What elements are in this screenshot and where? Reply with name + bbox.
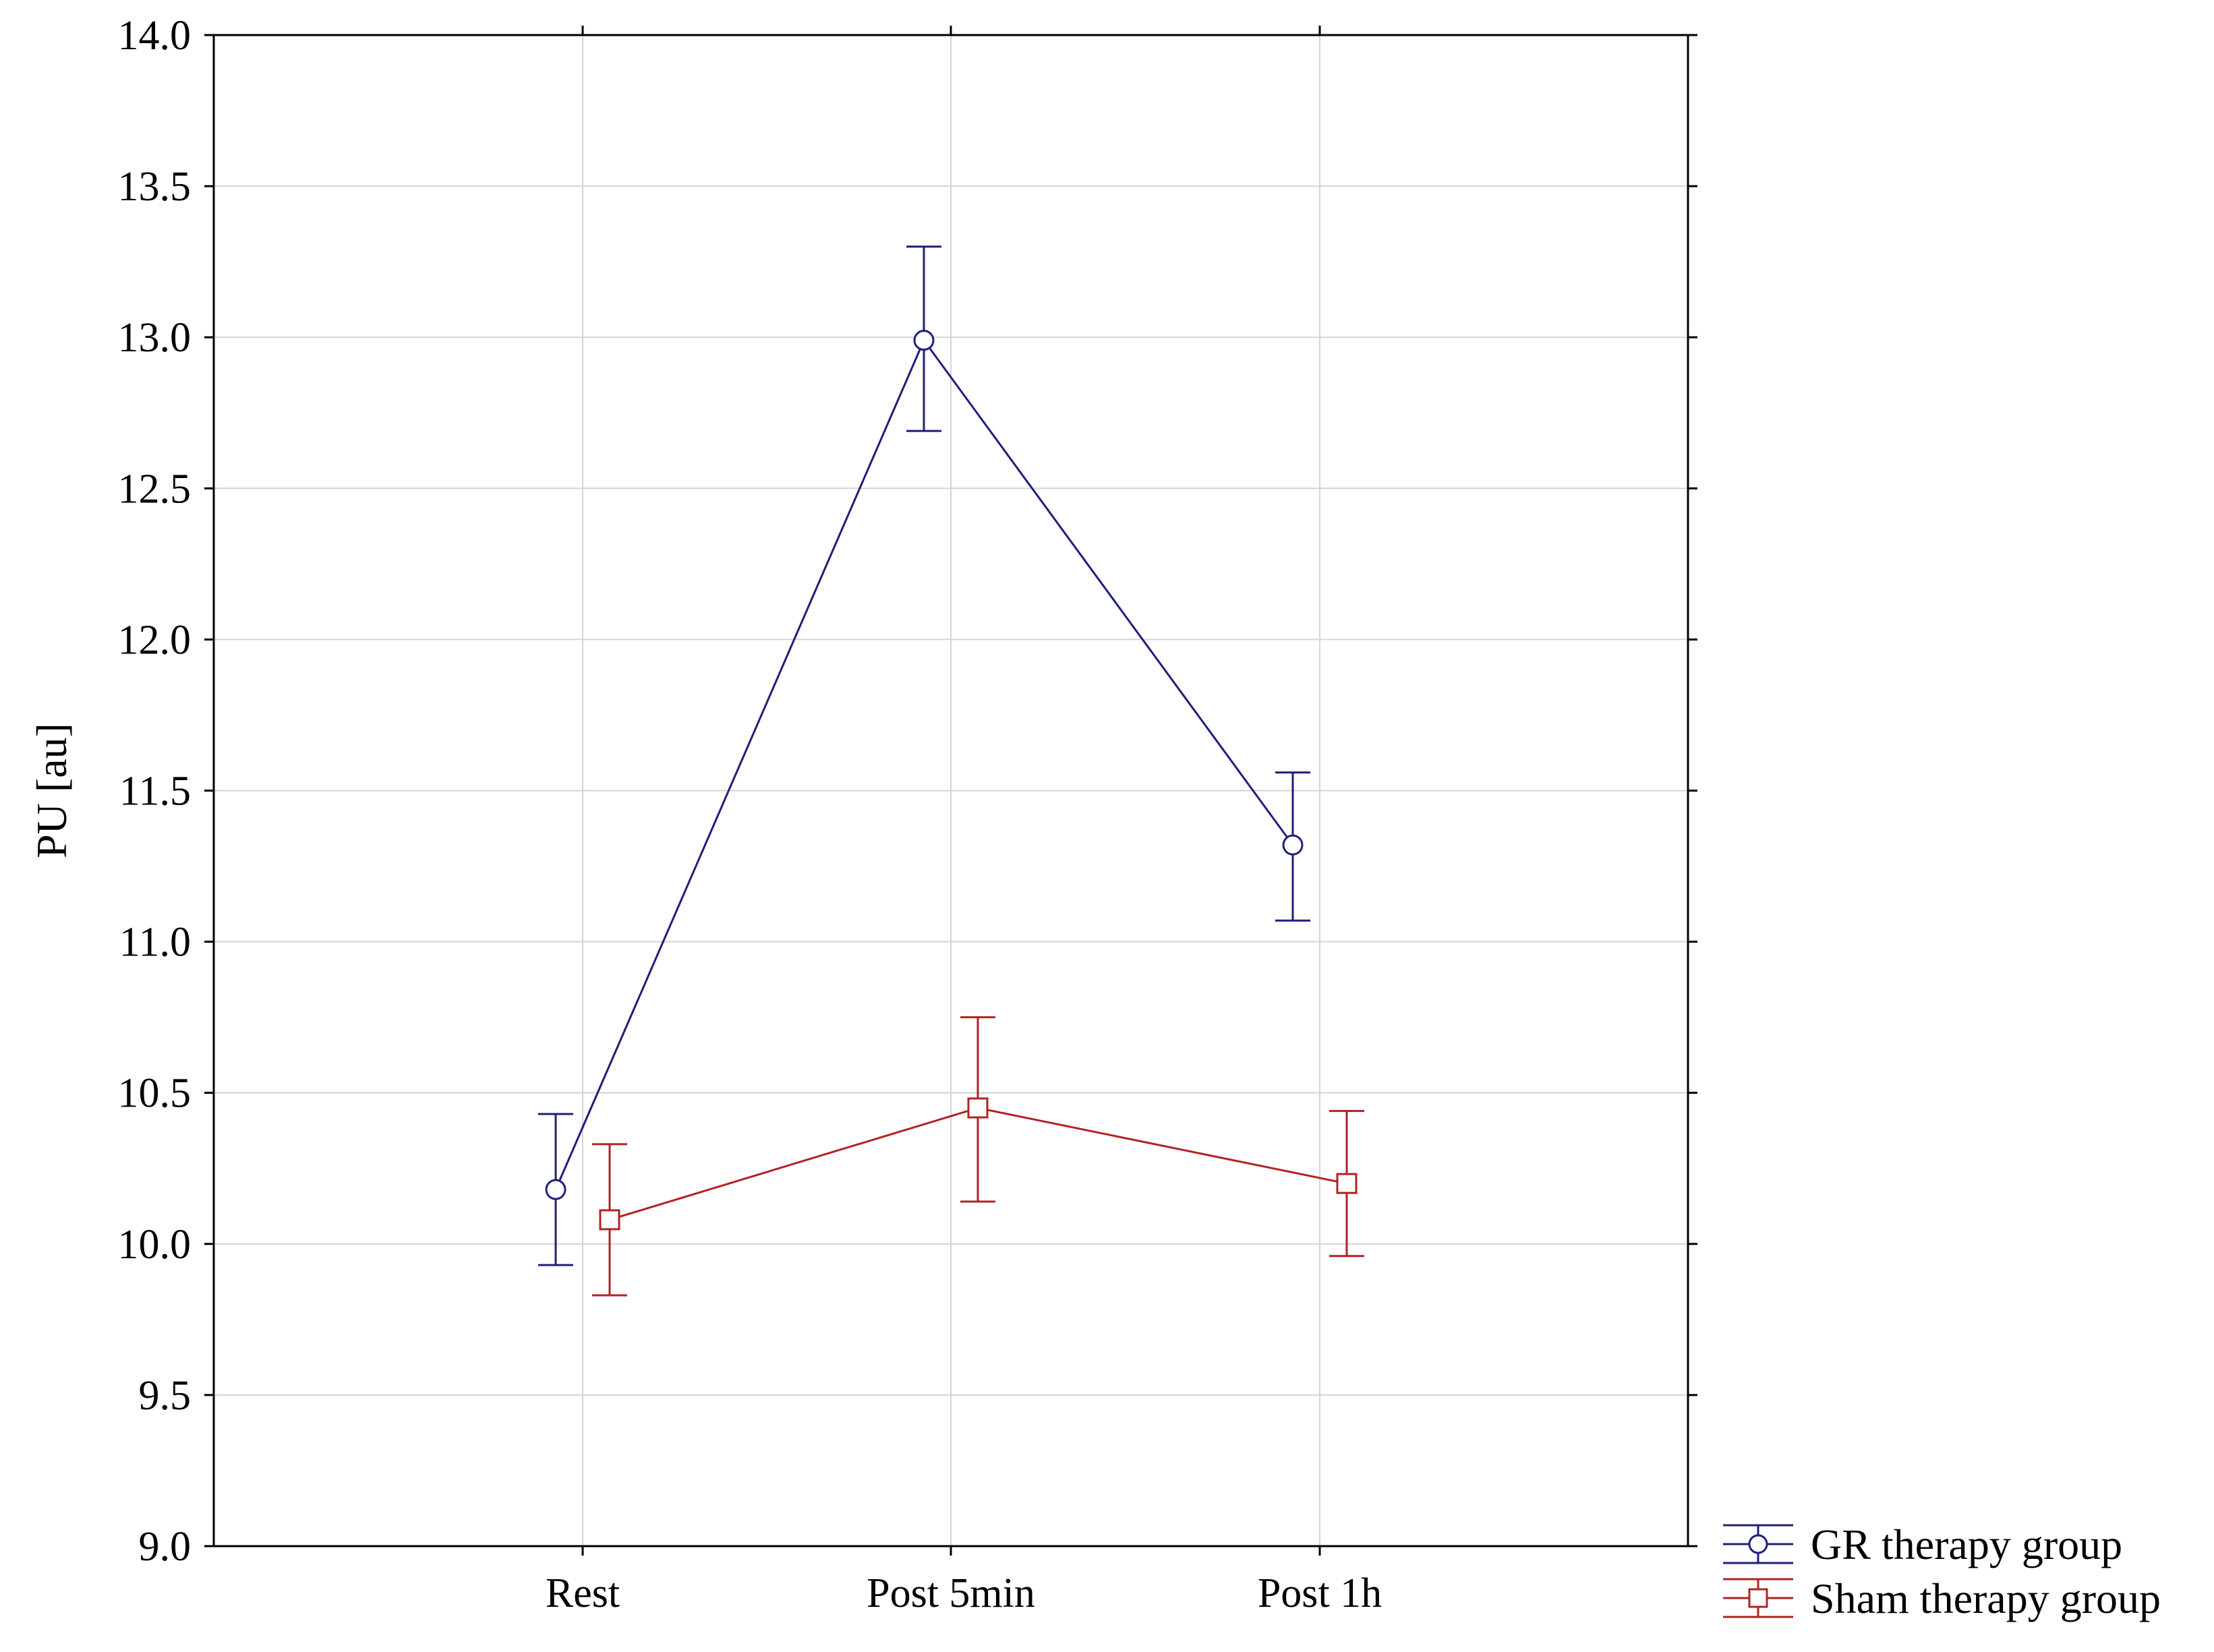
- legend-item: Sham therapy group: [1723, 1574, 2161, 1622]
- data-point: [1336, 1173, 1358, 1194]
- y-tick-label: 13.0: [118, 315, 192, 361]
- y-tick-label: 10.0: [118, 1222, 192, 1268]
- y-tick-label: 10.5: [118, 1071, 192, 1117]
- legend-marker: [1748, 1588, 1768, 1608]
- series-gr-therapy: [538, 245, 1310, 1266]
- legend-item: GR therapy group: [1723, 1521, 2122, 1568]
- y-tick-label: 14.0: [118, 13, 192, 59]
- y-tick-label: 11.5: [119, 769, 191, 815]
- y-axis-label: PU [au]: [28, 723, 76, 858]
- data-point: [913, 330, 935, 351]
- x-tick-label: Post 5min: [867, 1570, 1035, 1616]
- y-tick-label: 11.0: [119, 920, 191, 966]
- y-tick-label: 13.5: [118, 164, 192, 210]
- data-point: [599, 1209, 620, 1231]
- series-line: [554, 338, 1294, 1190]
- x-tick-label: Rest: [546, 1570, 620, 1616]
- legend-marker: [1748, 1534, 1768, 1554]
- y-tick-label: 12.5: [118, 466, 192, 512]
- y-tick-label: 9.5: [139, 1373, 192, 1419]
- data-point: [545, 1179, 566, 1200]
- x-tick-label: Post 1h: [1258, 1570, 1382, 1616]
- grid-lines: [214, 35, 1688, 1546]
- y-tick-label: 12.0: [118, 617, 192, 663]
- y-tick-label: 9.0: [139, 1524, 192, 1570]
- legend: GR therapy group Sham therapy group: [1723, 1521, 2161, 1622]
- legend-label: Sham therapy group: [1811, 1574, 2161, 1622]
- series-layer: [538, 245, 1364, 1297]
- legend-label: GR therapy group: [1811, 1521, 2122, 1568]
- data-point: [1282, 834, 1304, 856]
- axis-ticks: 9.0 9.5 10.0 10.5 11.0 11.5 12.0 12.5 13.0 13.5 14…: [118, 13, 1697, 1616]
- series-sham-therapy: [592, 1016, 1364, 1297]
- data-point: [967, 1097, 989, 1119]
